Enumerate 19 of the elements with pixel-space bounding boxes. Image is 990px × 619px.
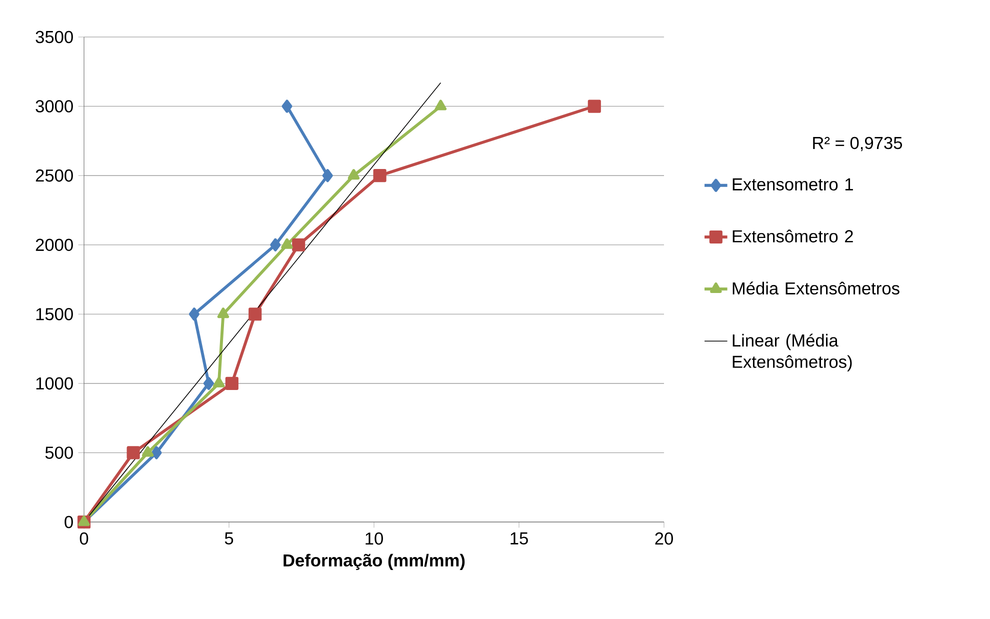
legend-label: Linear (Média Extensômetros): [732, 334, 852, 372]
legend-label: Extensometro 1: [732, 178, 853, 190]
y-tick-label: 0: [64, 516, 73, 528]
y-tick-label: 3500: [36, 30, 73, 44]
legend-label: Extensômetro 2: [732, 230, 853, 242]
y-tick-label: 3000: [36, 100, 73, 112]
x-axis-title: Deformação (mm/mm): [284, 554, 465, 570]
y-tick-label: 2500: [36, 169, 73, 182]
legend-label: Média Extensômetros: [732, 282, 900, 295]
y-tick-label: 2000: [36, 238, 73, 251]
y-tick-label: 500: [45, 446, 73, 459]
x-tick-label: 10: [366, 532, 383, 545]
y-tick-label: 1500: [36, 308, 73, 320]
y-tick-label: 1000: [36, 377, 73, 390]
x-tick-label: 0: [80, 532, 88, 545]
x-tick-label: 20: [655, 532, 673, 545]
text: R² = 0,9735: [813, 136, 902, 152]
x-tick-label: 15: [510, 532, 528, 544]
x-tick-label: 5: [224, 532, 234, 544]
